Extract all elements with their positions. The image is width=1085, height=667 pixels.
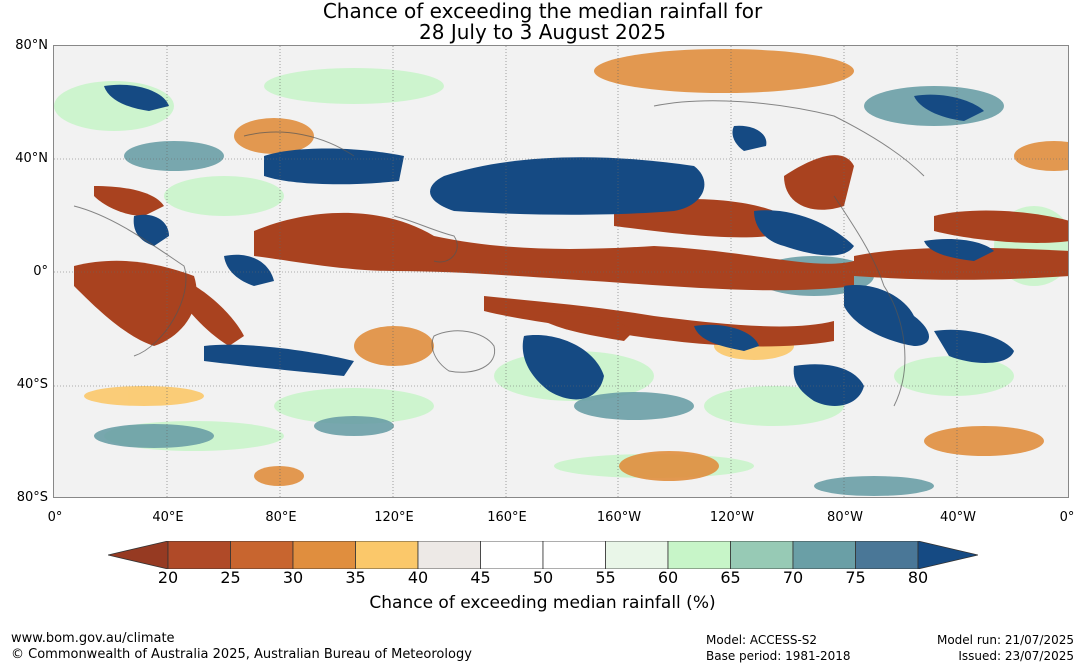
- footer-issued: Issued: 23/07/2025: [958, 649, 1074, 663]
- colorbar-cells: [167, 541, 919, 569]
- colorbar-tick-label: 55: [595, 568, 616, 587]
- lat-label-80s: 80°S: [16, 490, 48, 505]
- colorbar-cell: [605, 541, 669, 569]
- colorbar-cell: [542, 541, 606, 569]
- colorbar-cell: [730, 541, 794, 569]
- colorbar-cell: [167, 541, 231, 569]
- colorbar-tick-label: 25: [220, 568, 241, 587]
- colorbar-tick-label: 40: [407, 568, 429, 587]
- footer-model-run: Model run: 21/07/2025: [936, 633, 1074, 647]
- colorbar-cell: [792, 541, 856, 569]
- lat-label-40n: 40°N: [15, 151, 48, 166]
- map-title-line-1: Chance of exceeding the median rainfall …: [322, 0, 763, 23]
- colorbar-tick-label: 60: [657, 568, 679, 587]
- lon-label-120w: 120°W: [709, 510, 755, 525]
- colorbar-tick-label: 70: [782, 568, 804, 587]
- lat-label-80n: 80°N: [15, 38, 48, 53]
- colorbar-cell: [855, 541, 919, 569]
- footer-url: www.bom.gov.au/climate: [11, 631, 175, 646]
- lon-label-160e: 160°E: [487, 510, 527, 525]
- map-canvas: [54, 46, 1068, 497]
- colorbar-tick-label: 30: [282, 568, 304, 587]
- lon-label-40w: 40°W: [940, 510, 976, 525]
- colorbar: [108, 541, 978, 569]
- map-title-line-2: 28 July to 3 August 2025: [419, 20, 666, 44]
- lon-label-40e: 40°E: [152, 510, 184, 525]
- colorbar-tick-label: 80: [907, 568, 929, 587]
- colorbar-tick-label: 20: [157, 568, 179, 587]
- colorbar-tick-label: 35: [345, 568, 366, 587]
- lon-label-80w: 80°W: [827, 510, 863, 525]
- footer-copyright: © Commonwealth of Australia 2025, Austra…: [11, 647, 472, 662]
- colorbar-cell: [230, 541, 294, 569]
- colorbar-tick-label: 50: [532, 568, 554, 587]
- lon-label-0: 0°: [47, 510, 63, 525]
- lon-label-160w: 160°W: [596, 510, 642, 525]
- colorbar-cell: [417, 541, 481, 569]
- rainfall-probability-map: [53, 45, 1069, 498]
- lon-label-0-east: 0°: [1059, 510, 1075, 525]
- footer-base-period: Base period: 1981-2018: [706, 649, 851, 663]
- lat-label-0: 0°: [33, 264, 48, 279]
- colorbar-cell: [667, 541, 731, 569]
- lon-label-120e: 120°E: [374, 510, 414, 525]
- colorbar-tick-label: 75: [845, 568, 866, 587]
- colorbar-cell: [355, 541, 419, 569]
- colorbar-tick-label: 65: [720, 568, 741, 587]
- lat-label-40s: 40°S: [16, 377, 48, 392]
- footer-model: Model: ACCESS-S2: [706, 633, 818, 647]
- colorbar-tick-label: 45: [470, 568, 491, 587]
- colorbar-high-extension: [917, 541, 978, 569]
- colorbar-title: Chance of exceeding median rainfall (%): [369, 593, 716, 613]
- lon-label-80e: 80°E: [265, 510, 297, 525]
- colorbar-low-extension: [108, 541, 169, 569]
- colorbar-cell: [292, 541, 356, 569]
- colorbar-cell: [480, 541, 544, 569]
